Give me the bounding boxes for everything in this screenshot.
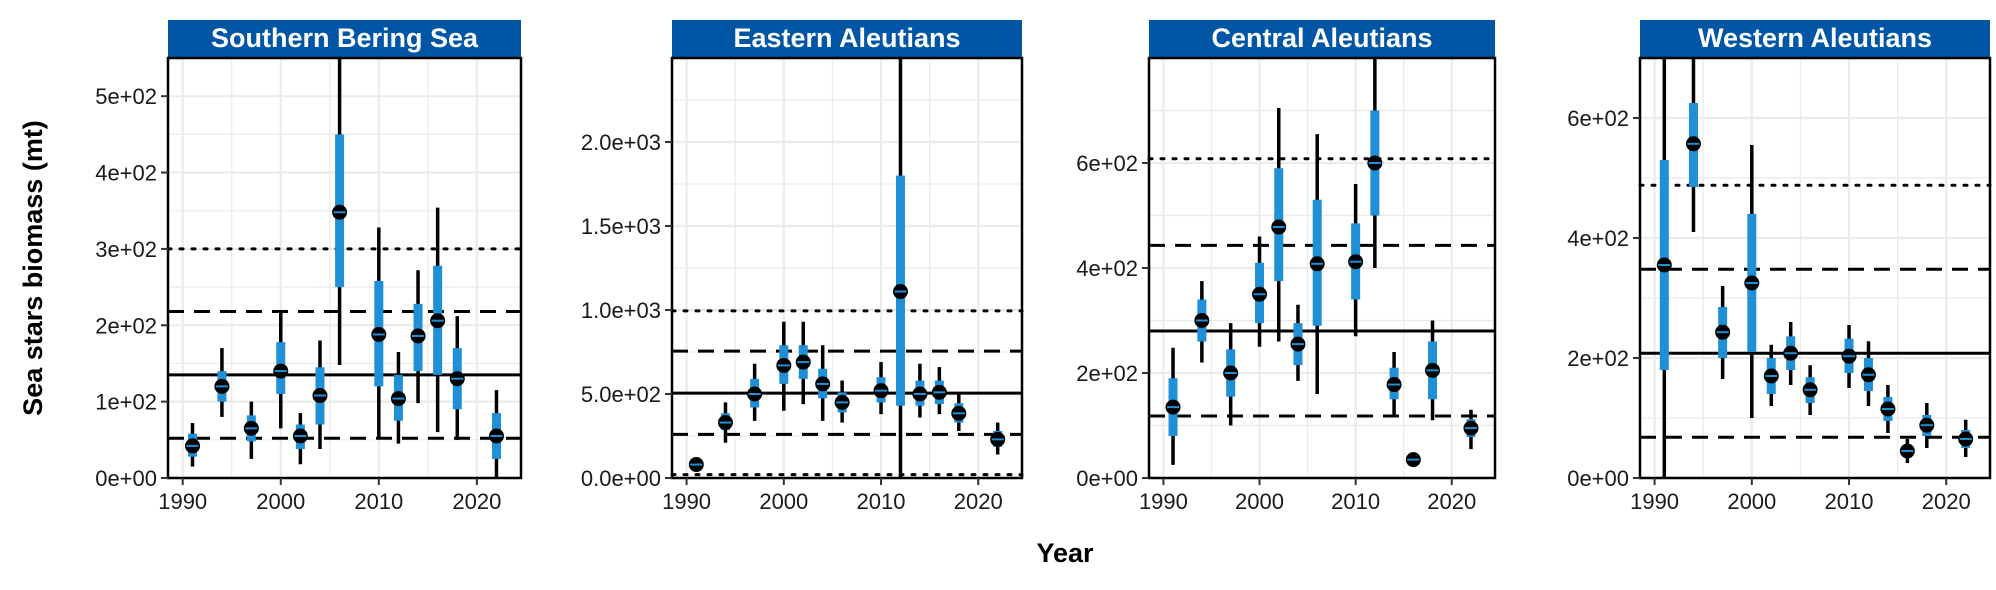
x-tick-label: 2020 [1427, 489, 1476, 514]
x-tick-label: 1990 [158, 489, 207, 514]
x-axis-title: Year [1036, 538, 1094, 568]
y-tick-label: 1e+02 [95, 390, 157, 415]
y-tick-label: 4e+02 [1076, 256, 1138, 281]
x-tick-label: 1990 [1139, 489, 1188, 514]
x-tick-label: 2000 [1727, 489, 1776, 514]
y-tick-label: 1.5e+03 [581, 214, 661, 239]
x-tick-label: 1990 [662, 489, 711, 514]
y-tick-label: 6e+02 [1076, 151, 1138, 176]
y-tick-label: 2e+02 [1567, 346, 1629, 371]
panel-2: Eastern Aleutians 0.0e+00 5.0e+02 1.0e+03 1.… [581, 20, 1024, 514]
y-tick-label: 5e+02 [95, 84, 157, 109]
y-tick-label: 5.0e+02 [581, 382, 661, 407]
y-tick-label: 4e+02 [95, 161, 157, 186]
y-tick-label: 6e+02 [1567, 106, 1629, 131]
facet-panels: Southern Bering Sea 0e+00 1e+02 2e+02 3e+02 4… [95, 20, 1992, 514]
facet-strip-title: Southern Bering Sea [211, 23, 479, 53]
y-tick-label: 2.0e+03 [581, 130, 661, 155]
y-tick-label: 0e+00 [1076, 466, 1138, 491]
x-tick-label: 2010 [857, 489, 906, 514]
facet-strip-title: Western Aleutians [1698, 23, 1932, 53]
x-tick-label: 2000 [759, 489, 808, 514]
x-tick-label: 2020 [1922, 489, 1971, 514]
x-tick-label: 1990 [1630, 489, 1679, 514]
facet-strip-title: Central Aleutians [1211, 23, 1432, 53]
x-tick-label: 2000 [256, 489, 305, 514]
facet-strip [1640, 20, 1990, 58]
panel-4: Western Aleutians 0e+00 2e+02 4e+02 6e+02 199… [1567, 20, 1992, 514]
y-tick-label: 0.0e+00 [581, 466, 661, 491]
panel-border [670, 56, 1024, 480]
y-axis-title: Sea stars biomass (mt) [18, 120, 48, 416]
y-tick-label: 0e+00 [1567, 466, 1629, 491]
y-tick-label: 2e+02 [1076, 361, 1138, 386]
y-tick-label: 1.0e+03 [581, 298, 661, 323]
facet-strip [1149, 20, 1495, 58]
x-tick-label: 2000 [1235, 489, 1284, 514]
facet-strip [672, 20, 1022, 58]
x-tick-label: 2020 [954, 489, 1003, 514]
x-tick-label: 2020 [452, 489, 501, 514]
y-tick-label: 3e+02 [95, 237, 157, 262]
panel-border [166, 56, 523, 480]
x-tick-label: 2010 [1331, 489, 1380, 514]
x-tick-label: 2010 [1825, 489, 1874, 514]
panel-1: Southern Bering Sea 0e+00 1e+02 2e+02 3e+02 4… [95, 20, 523, 514]
y-tick-label: 4e+02 [1567, 226, 1629, 251]
panel-3: Central Aleutians 0e+00 2e+02 4e+02 6e+02 199… [1076, 20, 1497, 514]
x-tick-label: 2010 [354, 489, 403, 514]
facet-strip-title: Eastern Aleutians [733, 23, 960, 53]
panel-background [168, 58, 521, 478]
facet-strip [168, 20, 521, 58]
panel-border [1638, 56, 1992, 480]
y-tick-label: 2e+02 [95, 313, 157, 338]
y-tick-label: 0e+00 [95, 466, 157, 491]
